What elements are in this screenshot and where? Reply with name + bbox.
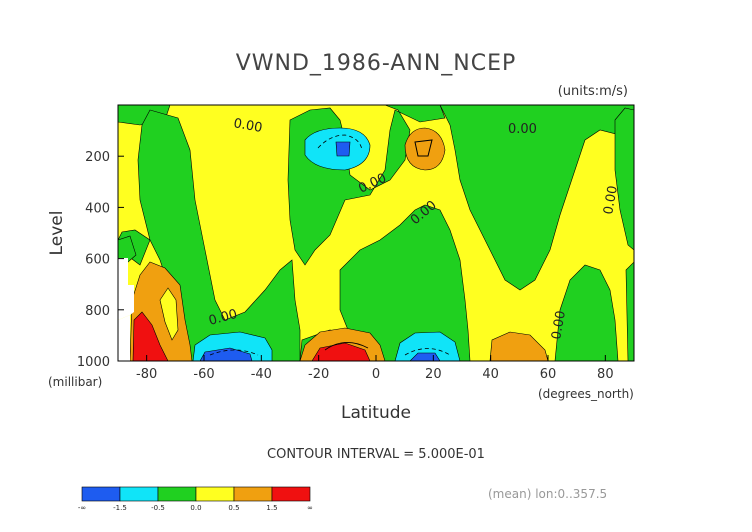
colorbar-swatch	[233, 486, 273, 502]
orange-region	[489, 331, 549, 361]
blue-region	[409, 352, 441, 361]
positive-contour	[324, 342, 369, 351]
orange-core	[414, 139, 433, 157]
y-tick-label: 800	[85, 304, 110, 319]
contour-label: 0.00	[549, 310, 569, 341]
x-tick-label: 80	[597, 367, 614, 382]
red-region	[311, 342, 371, 361]
red-region	[132, 311, 169, 361]
x-tick-label: 40	[482, 367, 499, 382]
x-tick-label: 20	[425, 367, 442, 382]
y-axis: 200 400 600 800 1000	[77, 150, 124, 370]
colorbar-swatch	[81, 486, 121, 502]
y-tick-label: 400	[85, 201, 110, 216]
x-axis-units: (degrees_north)	[538, 387, 634, 401]
colorbar-label: 1.5	[266, 504, 277, 512]
y-tick-label: 600	[85, 253, 110, 268]
negative-contour	[317, 134, 363, 151]
green-region	[118, 235, 137, 263]
colorbar: -∞ -1.5 -0.5 0.0 0.5 1.5 ∞	[78, 486, 313, 512]
x-tick-label: 0	[372, 367, 380, 382]
colorbar-swatch	[119, 486, 159, 502]
yellow-region	[159, 287, 179, 341]
green-region	[614, 107, 634, 251]
x-axis-title: Latitude	[341, 403, 411, 423]
negative-contour	[209, 349, 259, 356]
x-tick-label: -40	[251, 367, 272, 382]
x-axis: -80 -60 -40 -20 0 20 40 60 80	[136, 355, 614, 382]
contour-label: 0.00	[508, 122, 537, 137]
x-tick-label: -60	[193, 367, 214, 382]
colorbar-swatch	[195, 486, 235, 502]
colorbar-label: ∞	[307, 504, 313, 512]
x-tick-label: -80	[136, 367, 157, 382]
green-region	[625, 261, 634, 361]
chart-title: VWND_1986-ANN_NCEP	[236, 51, 517, 76]
contour-label: 0.00	[232, 116, 263, 136]
cyan-region	[394, 331, 461, 361]
colorbar-label: -1.5	[113, 504, 127, 512]
units-label: (units:m/s)	[558, 84, 628, 99]
contour-label: 0.00	[207, 307, 239, 329]
colorbar-label: 0.0	[190, 504, 201, 512]
colorbar-label: -∞	[78, 504, 86, 512]
colorbar-swatch	[157, 486, 197, 502]
missing-data-region	[118, 258, 134, 320]
blue-region	[335, 141, 351, 157]
contour-labels: 0.00 0.00 0.00 0.00 0.00 0.00 0.00	[207, 116, 621, 341]
missing-data-region	[118, 315, 130, 361]
contour-interval-note: CONTOUR INTERVAL = 5.000E-01	[267, 447, 485, 462]
colorbar-swatch	[271, 486, 311, 502]
colorbar-label: 0.5	[228, 504, 239, 512]
footer-note: (mean) lon:0..357.5	[488, 487, 607, 501]
blue-region	[199, 347, 253, 361]
green-region	[554, 264, 619, 361]
y-axis-units: (millibar)	[48, 375, 102, 389]
colorbar-label: -0.5	[151, 504, 165, 512]
y-axis-title: Level	[47, 211, 67, 256]
contour-label: 0.00	[601, 185, 621, 216]
y-tick-label: 200	[85, 150, 110, 165]
negative-contour	[404, 348, 451, 356]
x-tick-label: 60	[540, 367, 557, 382]
y-tick-label: 1000	[77, 355, 110, 370]
contour-field	[118, 105, 634, 361]
x-tick-label: -20	[308, 367, 329, 382]
